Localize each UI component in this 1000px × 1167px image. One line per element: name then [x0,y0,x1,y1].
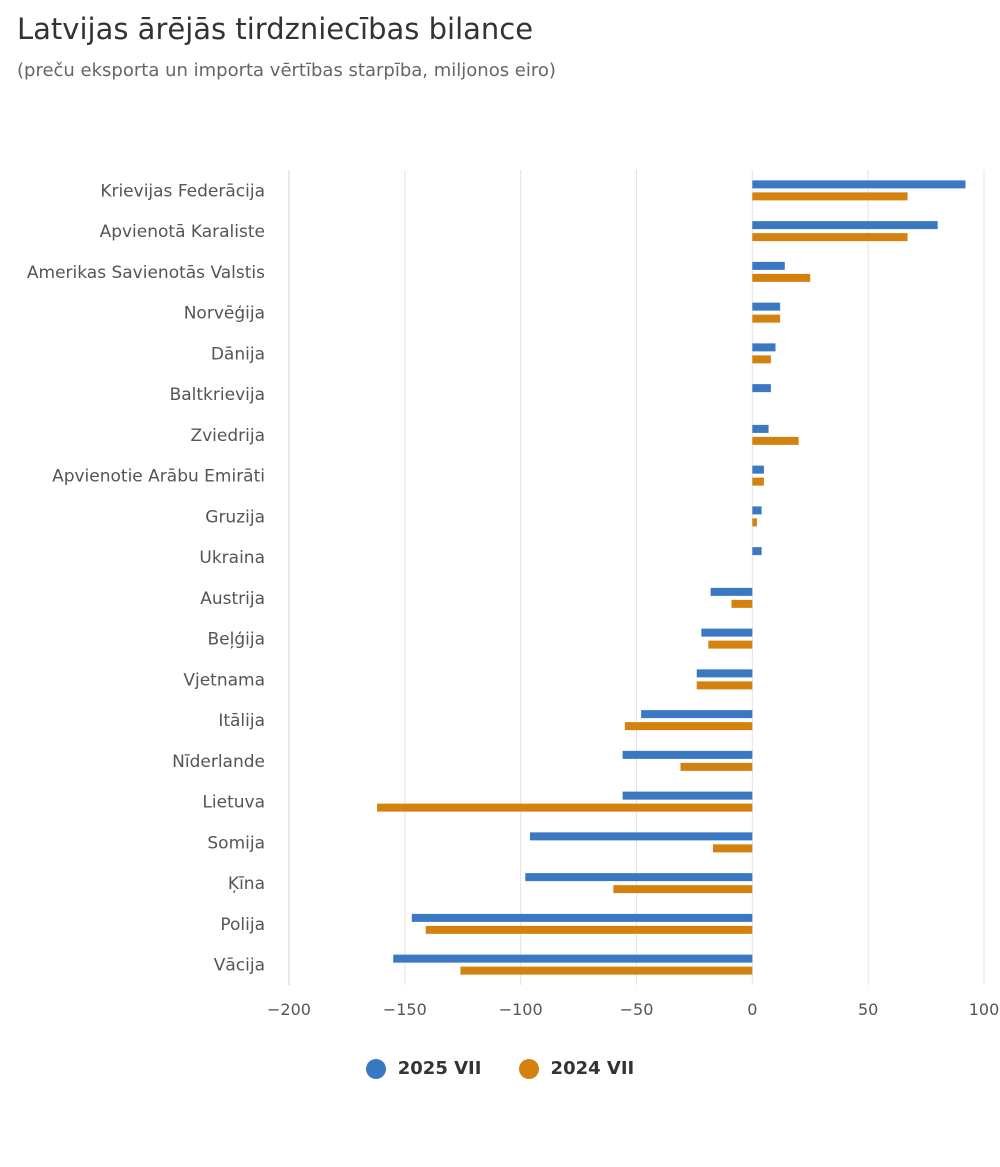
bar-2025[interactable] [710,587,753,596]
category-label: Vācija [214,956,265,976]
bar-2025[interactable] [752,384,771,393]
bar-2024[interactable] [752,314,781,323]
category-label: Norvēģija [184,304,265,324]
category-label: Baltkrievija [170,385,265,405]
bar-2024[interactable] [752,355,771,364]
bar-2024[interactable] [752,192,908,201]
bar-2024[interactable] [460,966,753,975]
bar-2024[interactable] [377,803,753,812]
legend: 2025 VII 2024 VII [0,1058,1000,1083]
bar-2025[interactable] [696,669,753,678]
bar-2025[interactable] [752,424,769,433]
bar-2024[interactable] [752,273,811,282]
bar-2024[interactable] [752,477,764,486]
bar-2025[interactable] [393,954,753,963]
x-tick-label: −200 [267,1000,311,1019]
bar-2025[interactable] [411,913,753,922]
legend-marker-2024 [518,1058,539,1079]
category-label: Itālija [218,711,265,731]
x-tick-label: −100 [499,1000,543,1019]
bar-2024[interactable] [752,518,757,527]
bar-2024[interactable] [696,681,753,690]
x-tick-label: 50 [858,1000,878,1019]
category-label: Beļģija [208,630,266,650]
bar-2025[interactable] [752,180,966,189]
bar-2024[interactable] [752,233,908,242]
legend-item-2024[interactable]: 2024 VII [518,1058,635,1079]
bar-2025[interactable] [752,302,781,311]
category-label: Polija [220,915,265,935]
bar-2025[interactable] [752,261,785,270]
bar-2025[interactable] [622,750,753,759]
category-label: Apvienotie Arābu Emirāti [52,467,265,487]
category-label: Dānija [211,344,265,364]
category-label: Apvienotā Karaliste [100,222,265,242]
category-label: Vjetnama [183,670,265,690]
legend-label-2024: 2024 VII [550,1058,635,1079]
bar-2025[interactable] [752,221,938,230]
legend-marker-2025 [365,1058,386,1079]
category-label: Ukraina [199,548,265,568]
bar-2025[interactable] [701,628,753,637]
bar-2024[interactable] [708,640,753,649]
category-label: Ķīna [228,874,265,894]
category-label: Nīderlande [172,752,265,772]
bar-2025[interactable] [622,791,753,800]
x-tick-label: −150 [383,1000,427,1019]
chart-subtitle: (preču eksporta un importa vērtības star… [17,60,556,81]
bar-2025[interactable] [752,506,762,515]
bar-2024[interactable] [425,925,753,934]
bar-2025[interactable] [752,343,776,352]
bar-2024[interactable] [680,762,753,771]
category-label: Krievijas Federācija [100,181,265,201]
bar-2025[interactable] [752,547,762,556]
bar-2024[interactable] [731,599,753,608]
x-tick-label: 100 [969,1000,1000,1019]
x-tick-label: 0 [747,1000,757,1019]
category-label: Somija [207,833,265,853]
category-label: Austrija [200,589,265,609]
bar-2024[interactable] [712,844,753,853]
category-label: Gruzija [205,507,265,527]
legend-item-2025[interactable]: 2025 VII [365,1058,482,1079]
category-label: Zviedrija [190,426,265,446]
bar-2025[interactable] [525,873,753,882]
chart-title: Latvijas ārējās tirdzniecības bilance [17,12,534,46]
bar-2025[interactable] [529,832,753,841]
category-label: Amerikas Savienotās Valstis [27,263,265,283]
bar-chart: −200 −150 −100 −50 0 50 100 Krievijas Federācij… [27,170,1000,1019]
legend-label-2025: 2025 VII [397,1058,482,1079]
category-label: Lietuva [202,793,265,813]
bar-2025[interactable] [641,710,753,719]
bar-2024[interactable] [613,885,753,894]
x-tick-label: −50 [620,1000,654,1019]
bar-2024[interactable] [752,436,799,445]
bar-2024[interactable] [624,722,753,731]
bar-2025[interactable] [752,465,764,474]
